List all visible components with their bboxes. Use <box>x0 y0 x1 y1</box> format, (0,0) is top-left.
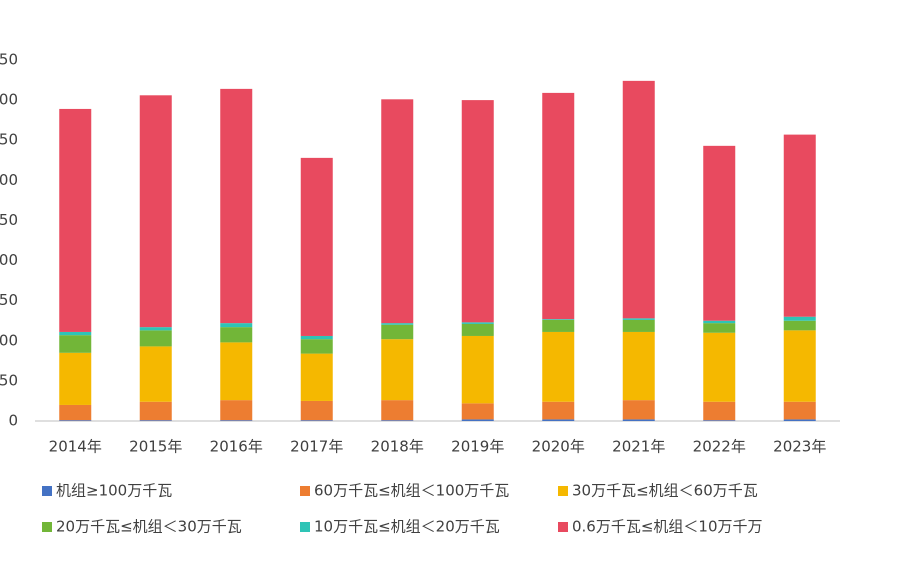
bar-segment <box>703 332 736 402</box>
bar-segment <box>783 401 816 420</box>
bar-segment <box>461 419 494 421</box>
legend-swatch <box>42 486 52 496</box>
bar-segment <box>139 401 172 421</box>
y-tick-label: 250 <box>0 211 18 229</box>
x-tick-label: 2017年 <box>290 438 343 456</box>
y-tick-label: 50 <box>0 371 18 389</box>
bar-segment <box>703 401 736 421</box>
y-tick-label: 300 <box>0 171 18 189</box>
bar-segment <box>461 335 494 404</box>
bar-segment <box>622 419 655 421</box>
bar-segment <box>622 331 655 401</box>
bar-segment <box>59 352 92 405</box>
bar-segment <box>622 318 655 320</box>
bar-segment <box>300 420 333 421</box>
bar-segment <box>461 403 494 420</box>
bar-segment <box>381 420 414 421</box>
legend-label: 20万千瓦≤机组＜30万千瓦 <box>56 518 242 536</box>
legend-label: 60万千瓦≤机组＜100万千瓦 <box>314 482 509 500</box>
y-tick-label: 350 <box>0 131 18 149</box>
bar-segment <box>220 327 253 343</box>
legend-label: 机组≥100万千瓦 <box>56 482 172 500</box>
legend-label: 10万千瓦≤机组＜20万千瓦 <box>314 518 500 536</box>
bar-segment <box>783 134 816 317</box>
bar-segment <box>703 323 736 333</box>
x-tick-label: 2021年 <box>612 438 665 456</box>
bar-segment <box>59 331 92 336</box>
y-tick-label: 0 <box>8 412 18 430</box>
bar-segment <box>622 80 655 319</box>
bar-segment <box>461 322 494 324</box>
bar-segment <box>220 400 253 421</box>
x-tick-label: 2019年 <box>451 438 504 456</box>
bar-segment <box>220 323 253 328</box>
bar-segment <box>381 324 414 340</box>
legend-swatch <box>42 522 52 532</box>
y-tick-label: 200 <box>0 251 18 269</box>
bar-segment <box>703 320 736 324</box>
y-tick-label: 150 <box>0 291 18 309</box>
bar-segment <box>59 108 92 332</box>
bar-segment <box>542 319 575 320</box>
bar-segment <box>622 319 655 332</box>
bar-segment <box>381 323 414 325</box>
x-tick-label: 2014年 <box>49 438 102 456</box>
bar-segment <box>139 95 172 328</box>
bar-segment <box>461 323 494 336</box>
bar-segment <box>622 400 655 420</box>
legend-label: 0.6万千瓦≤机组＜10万千万 <box>572 518 763 536</box>
bar-segment <box>783 316 816 321</box>
bar-segment <box>139 330 172 347</box>
bar-segment <box>220 420 253 421</box>
x-tick-label: 2022年 <box>693 438 746 456</box>
bar-segment <box>542 319 575 332</box>
x-tick-label: 2020年 <box>532 438 585 456</box>
bar-segment <box>381 99 414 324</box>
bar-segment <box>542 92 575 320</box>
legend-swatch <box>300 486 310 496</box>
bar-segment <box>139 327 172 331</box>
legend-swatch <box>558 522 568 532</box>
x-tick-label: 2015年 <box>129 438 182 456</box>
bar-segment <box>59 404 92 421</box>
x-tick-label: 2018年 <box>371 438 424 456</box>
y-tick-label: 400 <box>0 91 18 109</box>
bar-segment <box>300 339 333 354</box>
bar-segment <box>703 420 736 421</box>
bar-segment <box>381 400 414 421</box>
bar-segment <box>220 342 253 401</box>
bar-segment <box>542 419 575 421</box>
bar-segment <box>300 335 333 340</box>
bar-segment <box>783 320 816 331</box>
bar-segment <box>220 88 253 324</box>
bar-segment <box>542 331 575 402</box>
bar-segment <box>783 419 816 421</box>
bar-segment <box>300 400 333 421</box>
bar-segment <box>703 145 736 321</box>
bar-segment <box>59 420 92 421</box>
bar-segment <box>300 353 333 401</box>
bar-segment <box>783 330 816 402</box>
legend-swatch <box>558 486 568 496</box>
bar-segment <box>300 157 333 336</box>
bar-segment <box>59 335 92 353</box>
y-tick-label: 450 <box>0 51 18 69</box>
x-tick-label: 2023年 <box>773 438 826 456</box>
x-tick-label: 2016年 <box>210 438 263 456</box>
bar-segment <box>461 100 494 323</box>
legend-label: 30万千瓦≤机组＜60万千瓦 <box>572 482 758 500</box>
legend-swatch <box>300 522 310 532</box>
bar-segment <box>139 420 172 421</box>
bar-segment <box>542 401 575 420</box>
bar-segment <box>381 339 414 401</box>
bar-segment <box>139 346 172 402</box>
y-tick-label: 100 <box>0 331 18 349</box>
